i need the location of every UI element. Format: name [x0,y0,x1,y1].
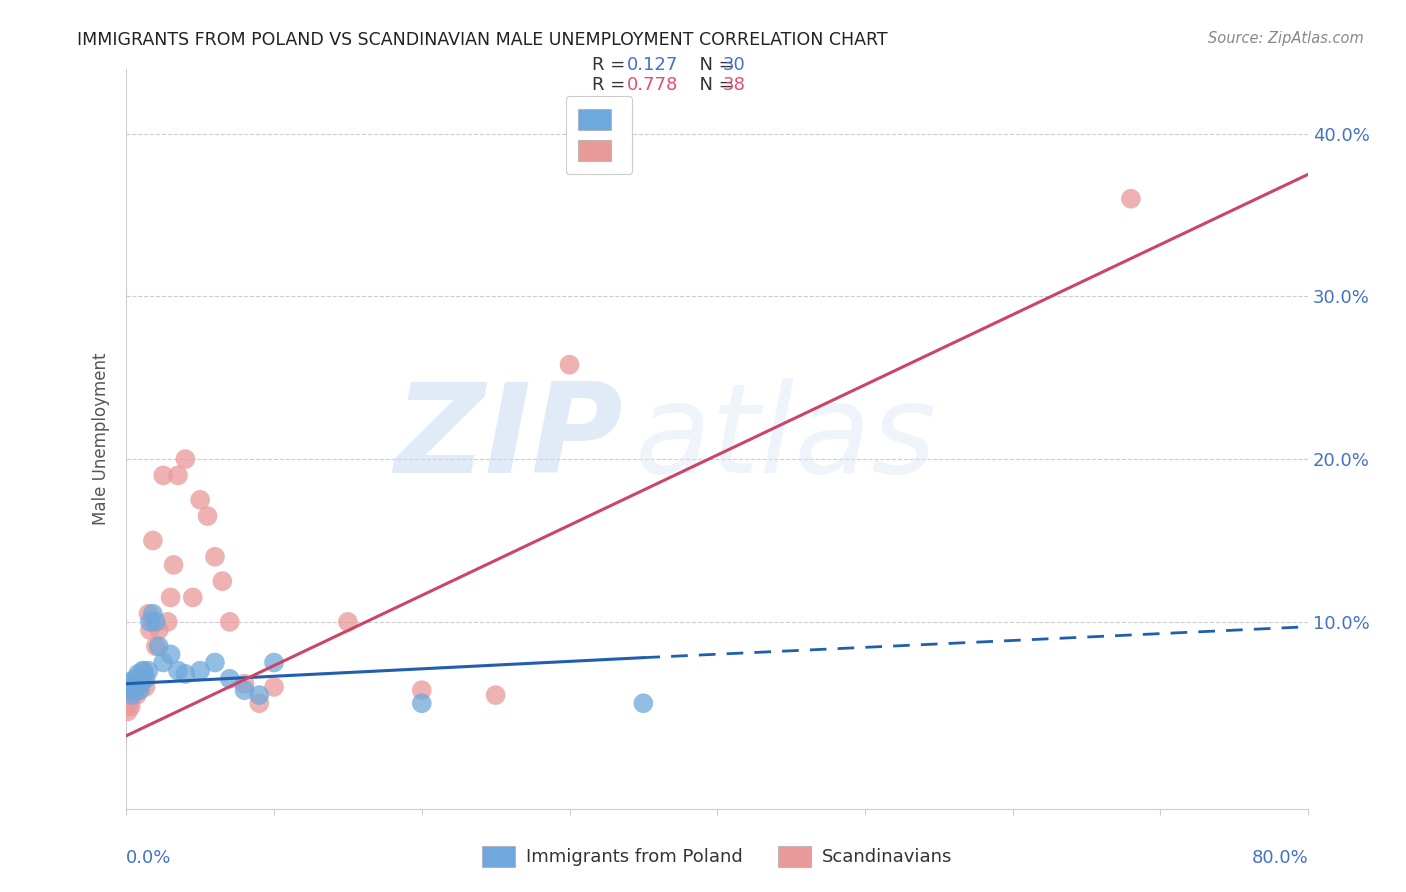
Point [129,675,152,690]
Point [159,648,181,662]
Point [127,683,149,698]
Point [204,549,226,564]
Text: 0.778: 0.778 [627,76,679,95]
Point [127,667,149,681]
Text: 80.0%: 80.0% [1251,849,1308,867]
Point [131,664,153,678]
Point [188,492,211,507]
Point [134,672,156,686]
Point [132,667,155,681]
Point [138,664,160,678]
Point [152,468,174,483]
Point [218,615,240,629]
Point [118,675,141,690]
Point [233,676,256,690]
Point [122,676,145,690]
Point [139,615,162,629]
Point [181,591,204,605]
Point [124,672,146,686]
Point [263,656,285,670]
Point [188,664,211,678]
Point [233,683,256,698]
Point [120,699,142,714]
Point [247,696,270,710]
Text: 30: 30 [723,55,745,74]
Legend: Immigrants from Poland, Scandinavians: Immigrants from Poland, Scandinavians [475,838,959,874]
Point [247,688,270,702]
Point [148,623,170,637]
Point [156,615,179,629]
Point [128,676,150,690]
Text: N =: N = [688,55,740,74]
Point [411,683,433,698]
Point [128,683,150,698]
Point [121,688,143,702]
Point [197,509,219,524]
Text: N =: N = [688,76,740,95]
Point [125,680,148,694]
Point [1119,192,1142,206]
Point [633,696,655,710]
Point [211,574,233,589]
Point [485,688,508,702]
Point [125,688,148,702]
Point [142,607,165,621]
Point [558,358,581,372]
Text: ZIP: ZIP [394,378,623,500]
Point [145,640,167,654]
Text: R =: R = [592,76,631,95]
Point [120,683,142,698]
Point [124,675,146,690]
Point [174,667,197,681]
Text: R =: R = [592,55,631,74]
Point [142,533,165,548]
Point [117,704,139,718]
Text: 38: 38 [723,76,745,95]
Point [129,680,152,694]
Y-axis label: Male Unemployment: Male Unemployment [93,352,110,525]
Point [139,623,162,637]
Point [167,468,190,483]
Point [263,680,285,694]
Point [121,688,143,702]
Point [167,664,190,678]
Text: 0.0%: 0.0% [127,849,172,867]
Point [411,696,433,710]
Point [134,680,156,694]
Point [138,607,160,621]
Point [148,640,170,654]
Point [204,656,226,670]
Text: 0.127: 0.127 [627,55,679,74]
Text: IMMIGRANTS FROM POLAND VS SCANDINAVIAN MALE UNEMPLOYMENT CORRELATION CHART: IMMIGRANTS FROM POLAND VS SCANDINAVIAN M… [77,31,889,49]
Point [145,615,167,629]
Point [122,680,145,694]
Point [152,656,174,670]
Point [162,558,184,572]
Text: Source: ZipAtlas.com: Source: ZipAtlas.com [1208,31,1364,46]
Point [174,452,197,467]
Point [132,664,155,678]
Point [159,591,181,605]
Point [336,615,359,629]
Text: atlas: atlas [634,378,936,500]
Point [218,672,240,686]
Point [117,680,139,694]
Point [131,672,153,686]
Point [118,696,141,710]
